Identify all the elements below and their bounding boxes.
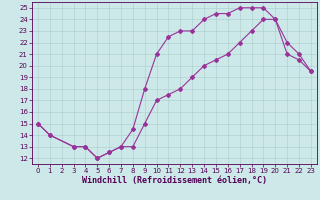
X-axis label: Windchill (Refroidissement éolien,°C): Windchill (Refroidissement éolien,°C)	[82, 176, 267, 185]
